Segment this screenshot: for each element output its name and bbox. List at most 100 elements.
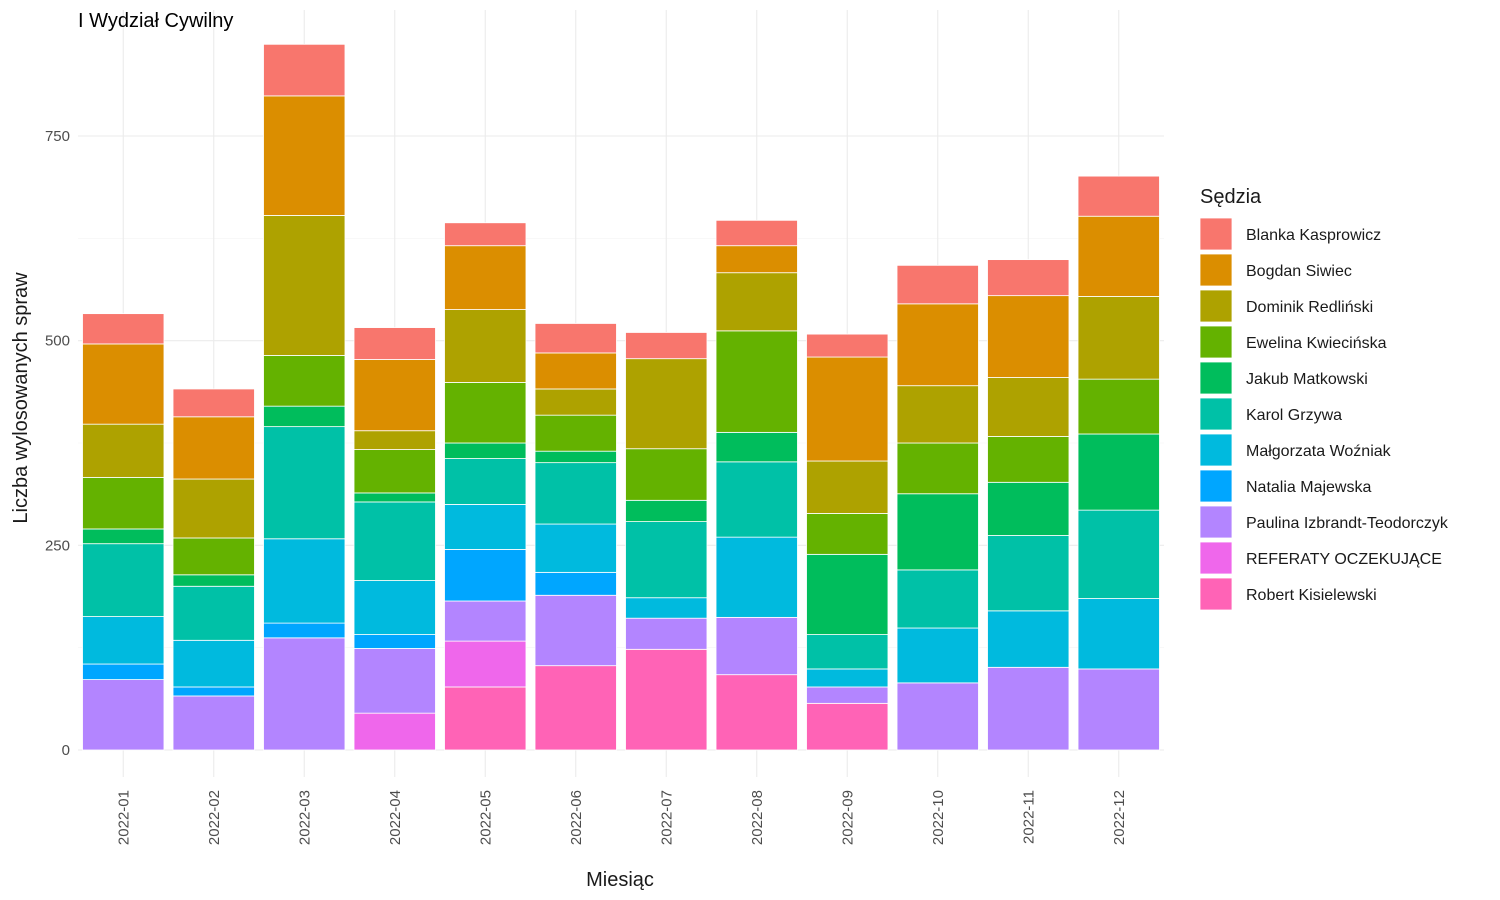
x-tick-label: 2022-12 — [1111, 790, 1128, 845]
bar-segment — [82, 343, 165, 425]
bar-segment — [625, 448, 708, 501]
legend-label: Robert Kisielewski — [1246, 587, 1377, 604]
y-tick-label: 750 — [45, 128, 70, 145]
bar-segment — [625, 499, 708, 522]
bar-segment — [444, 309, 527, 383]
legend-label: Blanka Kasprowicz — [1246, 227, 1381, 244]
bar-segment — [82, 616, 165, 665]
bar-segment — [896, 569, 979, 629]
bar-segment — [896, 493, 979, 571]
bar-segment — [353, 648, 436, 714]
bar-segment — [263, 215, 346, 356]
legend-title: Sędzia — [1200, 186, 1262, 208]
bar-segment — [896, 682, 979, 751]
x-tick-label: 2022-03 — [296, 790, 313, 845]
bar-segment — [172, 478, 255, 539]
legend-key — [1199, 505, 1233, 539]
bar-segment — [715, 245, 798, 274]
x-tick-label: 2022-11 — [1020, 790, 1037, 844]
bar-segment — [1077, 598, 1160, 670]
bars — [82, 43, 1160, 751]
bar-segment — [806, 668, 889, 688]
bar-segment — [534, 462, 617, 525]
bar-segment — [82, 313, 165, 345]
bar-segment — [1077, 175, 1160, 217]
bar-segment — [444, 222, 527, 247]
bar-segment — [172, 639, 255, 688]
bar-segment — [987, 436, 1070, 483]
bar-segment — [987, 295, 1070, 378]
bar-segment — [444, 600, 527, 642]
legend-key — [1199, 541, 1233, 575]
bar-segment — [625, 332, 708, 360]
bar-segment — [444, 686, 527, 751]
bar-segment — [172, 416, 255, 480]
bar-segment — [353, 501, 436, 581]
legend-key — [1199, 577, 1233, 611]
bar-segment — [353, 580, 436, 635]
bar-segment — [987, 535, 1070, 612]
x-tick-label: 2022-01 — [115, 790, 132, 845]
bar-segment — [82, 679, 165, 751]
x-tick-label: 2022-06 — [568, 790, 585, 845]
bar-segment — [806, 513, 889, 555]
legend-label: Ewelina Kwiecińska — [1246, 335, 1387, 352]
legend-label: REFERATY OCZEKUJĄCE — [1246, 551, 1442, 568]
bar-segment — [353, 712, 436, 751]
bar-segment — [353, 430, 436, 450]
bar-segment — [896, 303, 979, 387]
bar-segment — [1077, 433, 1160, 511]
bar-segment — [1077, 296, 1160, 380]
legend-label: Małgorzata Woźniak — [1246, 443, 1392, 460]
bar-segment — [987, 259, 1070, 297]
bar-segment — [625, 358, 708, 450]
legend-key — [1199, 217, 1233, 251]
bar-segment — [1077, 215, 1160, 297]
x-tick-label: 2022-04 — [387, 790, 404, 845]
bar-segment — [534, 414, 617, 452]
chart-title: I Wydział Cywilny — [78, 10, 233, 32]
bar-segment — [263, 405, 346, 428]
legend-key — [1199, 433, 1233, 467]
bar-segment — [534, 571, 617, 596]
bar-segment — [263, 355, 346, 407]
bar-segment — [353, 327, 436, 360]
bar-segment — [987, 377, 1070, 437]
x-tick-label: 2022-09 — [839, 790, 856, 845]
bar-segment — [82, 543, 165, 617]
bar-segment — [172, 585, 255, 641]
bar-segment — [987, 610, 1070, 668]
bar-segment — [82, 528, 165, 545]
bar-segment — [715, 674, 798, 751]
bar-segment — [172, 388, 255, 418]
bar-segment — [82, 423, 165, 478]
bar-segment — [806, 686, 889, 704]
bar-segment — [806, 702, 889, 751]
bar-segment — [444, 442, 527, 459]
legend-key — [1199, 325, 1233, 359]
bar-segment — [715, 219, 798, 247]
bar-segment — [172, 686, 255, 697]
bar-segment — [1077, 509, 1160, 599]
bar-segment — [263, 622, 346, 639]
bar-segment — [444, 549, 527, 602]
bar-segment — [896, 264, 979, 305]
y-axis-title: Liczba wylosowanych spraw — [10, 272, 32, 524]
y-tick-label: 250 — [45, 537, 70, 554]
bar-segment — [82, 663, 165, 680]
bar-segment — [172, 695, 255, 751]
legend-label: Bogdan Siwiec — [1246, 263, 1352, 280]
y-tick-label: 0 — [62, 742, 70, 759]
bar-segment — [715, 461, 798, 538]
bar-segment — [444, 382, 527, 444]
bar-segment — [896, 627, 979, 684]
bar-segment — [263, 43, 346, 97]
bar-segment — [987, 481, 1070, 536]
x-tick-label: 2022-10 — [930, 790, 947, 845]
bar-segment — [444, 245, 527, 310]
bar-segment — [82, 476, 165, 530]
x-tick-label: 2022-05 — [477, 790, 494, 845]
bar-segment — [263, 426, 346, 540]
bar-segment — [353, 492, 436, 503]
bar-segment — [353, 449, 436, 494]
